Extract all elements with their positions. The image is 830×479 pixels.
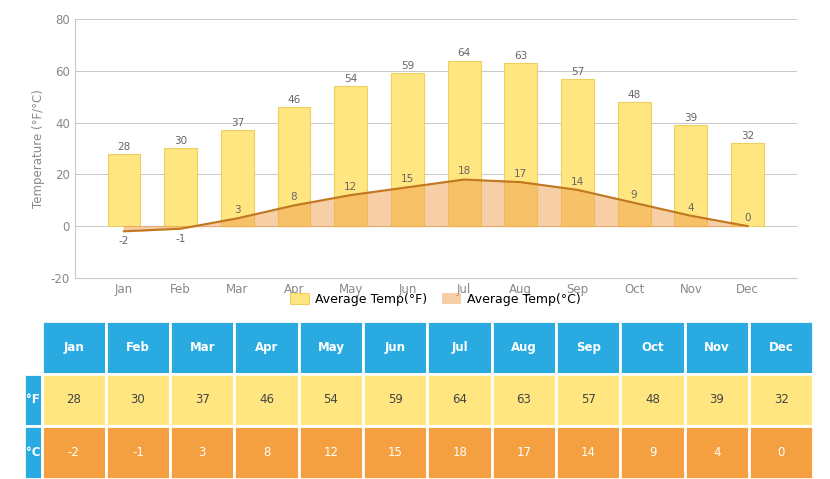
Bar xyxy=(505,63,537,226)
Text: -2: -2 xyxy=(119,237,129,246)
Text: 46: 46 xyxy=(287,95,300,105)
Text: 0: 0 xyxy=(745,213,751,223)
Text: 12: 12 xyxy=(344,182,358,192)
Text: 9: 9 xyxy=(631,190,637,200)
Text: 18: 18 xyxy=(457,166,471,176)
Text: 48: 48 xyxy=(627,90,641,100)
Text: 8: 8 xyxy=(290,192,297,202)
Text: 30: 30 xyxy=(174,137,188,147)
Bar xyxy=(221,130,254,226)
Bar xyxy=(618,102,651,226)
Text: 17: 17 xyxy=(514,169,527,179)
Text: 15: 15 xyxy=(401,174,414,184)
Bar xyxy=(108,154,140,226)
Bar xyxy=(675,125,707,226)
Bar xyxy=(277,107,310,226)
Text: 37: 37 xyxy=(231,118,244,128)
Bar xyxy=(334,86,367,226)
Text: 59: 59 xyxy=(401,61,414,71)
Text: 39: 39 xyxy=(684,113,697,123)
Bar xyxy=(391,73,424,226)
Text: 57: 57 xyxy=(571,67,584,77)
Text: 54: 54 xyxy=(344,74,358,84)
Bar xyxy=(447,60,481,226)
Bar xyxy=(164,148,197,226)
Y-axis label: Temperature (°F/°C): Temperature (°F/°C) xyxy=(32,89,45,208)
Text: 3: 3 xyxy=(234,205,241,215)
Bar xyxy=(731,143,764,226)
Text: 4: 4 xyxy=(687,203,694,213)
Text: 14: 14 xyxy=(571,177,584,187)
Bar xyxy=(561,79,594,226)
Legend: Average Temp(°F), Average Temp(°C): Average Temp(°F), Average Temp(°C) xyxy=(286,288,586,311)
Text: 28: 28 xyxy=(117,142,130,151)
Text: -1: -1 xyxy=(175,234,186,244)
Text: 64: 64 xyxy=(457,48,471,58)
Text: 63: 63 xyxy=(514,51,527,61)
Text: 32: 32 xyxy=(741,131,754,141)
